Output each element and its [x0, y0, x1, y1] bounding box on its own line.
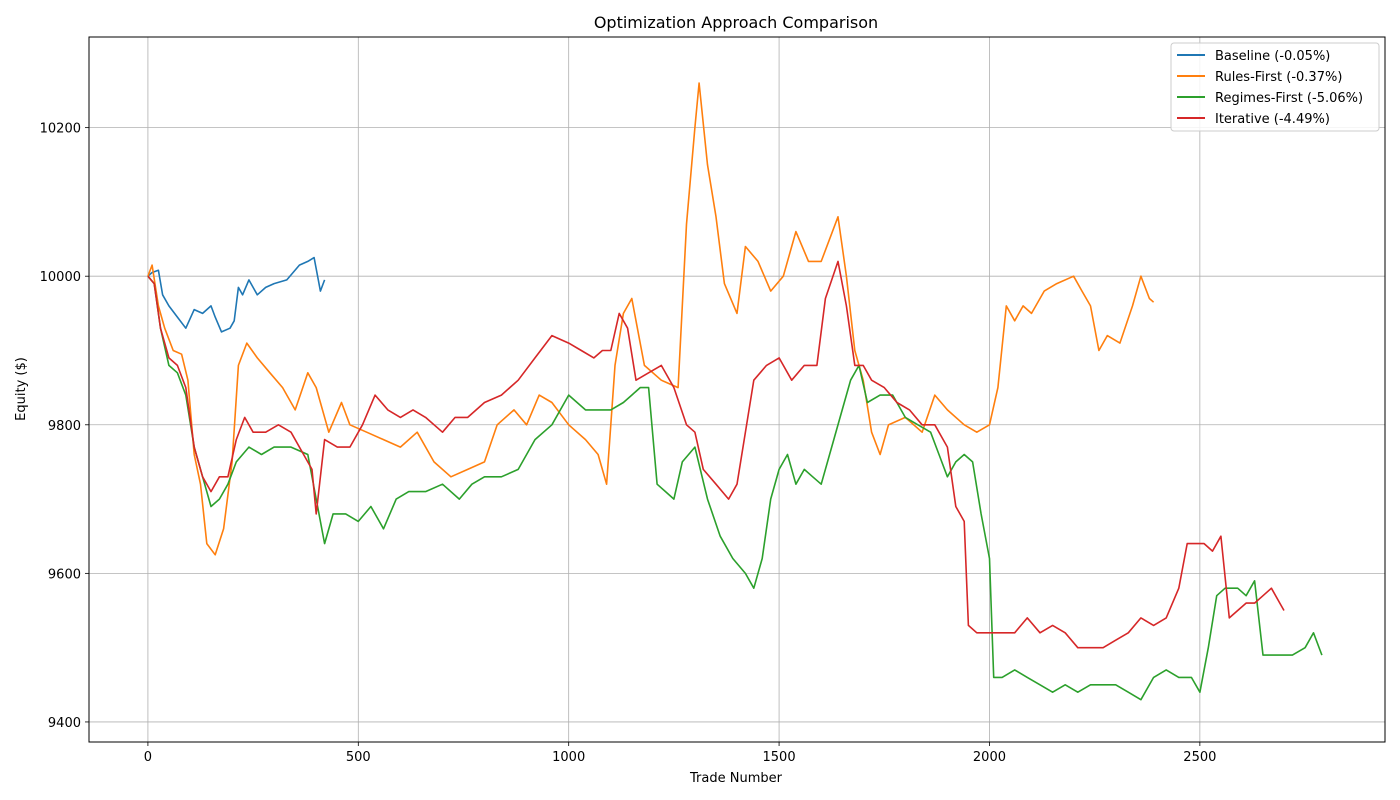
series-line-1 — [147, 82, 1155, 556]
x-tick-label: 1500 — [763, 750, 796, 765]
y-tick-label: 10200 — [40, 122, 81, 137]
x-axis-ticks: 0 500 1000 1500 2000 2500 — [144, 742, 1216, 765]
chart-title: Optimization Approach Comparison — [594, 13, 878, 32]
legend-label-0: Baseline (-0.05%) — [1215, 49, 1330, 64]
y-axis-ticks: 9400 9600 9800 10000 10200 — [40, 122, 89, 731]
y-tick-label: 9800 — [48, 419, 81, 434]
y-tick-label: 10000 — [40, 270, 81, 285]
x-tick-label: 2000 — [973, 750, 1006, 765]
legend: Baseline (-0.05%) Rules-First (-0.37%) Reg… — [1170, 42, 1380, 132]
series-line-3 — [147, 260, 1285, 649]
x-tick-label: 0 — [144, 750, 152, 765]
legend-label-3: Iterative (-4.49%) — [1215, 112, 1330, 127]
series-line-2 — [147, 275, 1323, 701]
x-tick-label: 500 — [346, 750, 371, 765]
series-line-0 — [147, 256, 326, 333]
y-tick-label: 9600 — [48, 567, 81, 582]
x-tick-label: 2500 — [1183, 750, 1216, 765]
legend-label-2: Regimes-First (-5.06%) — [1215, 91, 1363, 106]
grid — [89, 37, 1385, 742]
x-tick-label: 1000 — [552, 750, 585, 765]
legend-label-1: Rules-First (-0.37%) — [1215, 70, 1342, 85]
series-layer — [147, 82, 1323, 701]
x-axis-label: Trade Number — [689, 771, 783, 786]
y-tick-label: 9400 — [48, 716, 81, 731]
legend-box — [1170, 42, 1380, 132]
plot-frame — [88, 36, 1386, 743]
y-axis-label: Equity ($) — [14, 357, 29, 421]
